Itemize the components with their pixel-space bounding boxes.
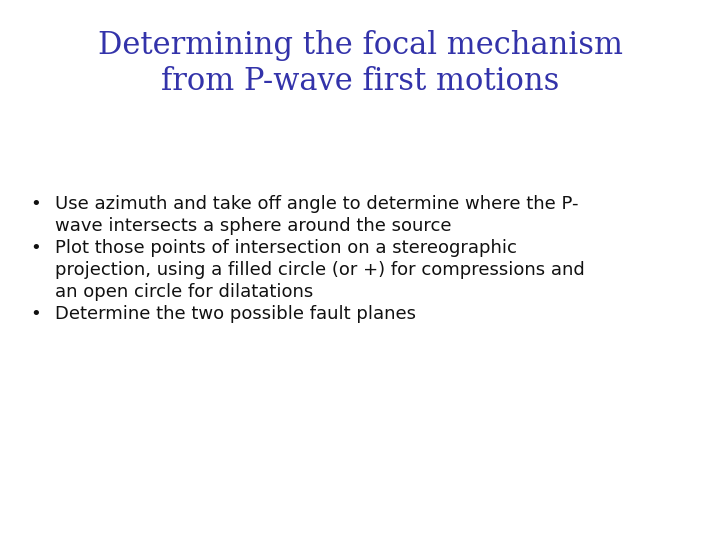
Text: Plot those points of intersection on a stereographic: Plot those points of intersection on a s… (55, 239, 517, 257)
Text: •: • (30, 195, 41, 213)
Text: wave intersects a sphere around the source: wave intersects a sphere around the sour… (55, 217, 451, 235)
Text: Use azimuth and take off angle to determine where the P-: Use azimuth and take off angle to determ… (55, 195, 578, 213)
Text: •: • (30, 239, 41, 257)
Text: Determining the focal mechanism: Determining the focal mechanism (97, 30, 623, 61)
Text: Determine the two possible fault planes: Determine the two possible fault planes (55, 305, 416, 323)
Text: projection, using a filled circle (or +) for compressions and: projection, using a filled circle (or +)… (55, 261, 585, 279)
Text: •: • (30, 305, 41, 323)
Text: from P-wave first motions: from P-wave first motions (161, 66, 559, 97)
Text: an open circle for dilatations: an open circle for dilatations (55, 283, 313, 301)
